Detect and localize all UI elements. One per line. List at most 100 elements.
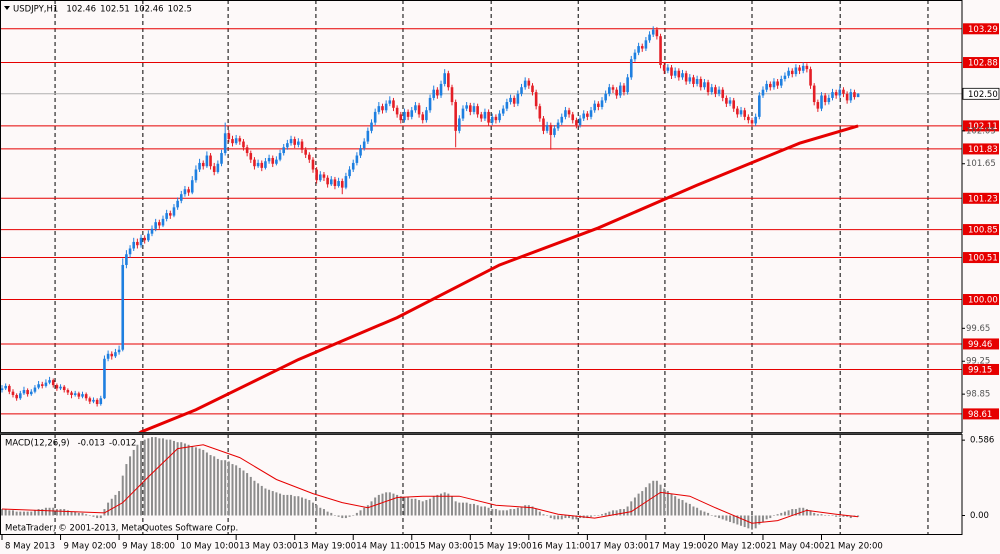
macd-bar [107,502,110,516]
candle-body [655,29,659,37]
candle-body [414,105,417,111]
candle-body [421,114,425,121]
macd-bar [743,515,746,528]
macd-bar [696,507,699,516]
x-tick-label: 10 May 10:00 [181,542,239,552]
macd-bar [238,467,241,516]
candle-body [468,105,472,112]
macd-bar [172,440,175,516]
macd-bar [88,515,91,516]
indicator-line [1,444,859,524]
macd-bar [546,515,549,516]
macd-bar [183,443,186,516]
candle-body [842,89,845,94]
macd-bar [707,512,710,516]
macd-bar [520,506,523,516]
macd-bar [161,438,164,516]
candle-body [256,162,260,167]
candle-body [564,110,567,117]
candle-body [684,73,688,82]
candle-body [37,384,40,388]
macd-bar [710,515,713,516]
menu-arrow[interactable] [4,6,10,10]
axis-layer: 103.29 102.88 102.11 101.83 101.23 100.85 100.… [1,23,1000,552]
candle-body [812,85,816,103]
macd-bar [714,515,717,517]
macd-bar [553,515,556,520]
candle-body [242,141,245,148]
candle-body [59,386,62,389]
macd-bar [180,442,183,516]
macd-bar [213,456,216,516]
candle-body [626,77,629,93]
candle-body [450,87,454,103]
macd-bar [77,512,80,516]
candle-body [439,83,443,96]
macd-bar [396,494,399,516]
macd-bar [55,509,58,516]
candle-body [234,138,238,144]
macd-bar [216,458,219,516]
header-value: 102.46 [134,5,164,15]
level-label-box [963,338,999,350]
macd-bar [751,515,754,530]
candle-body [370,122,373,131]
candle-body [117,349,121,353]
candle-body [447,73,450,88]
candle-body [282,147,286,154]
macd-bar [326,511,329,516]
macd-bar [403,497,406,516]
macd-bar [549,515,552,519]
macd-bar [542,514,545,516]
macd-bar [436,494,439,516]
macd-bar [176,442,179,516]
candle-body [567,110,571,115]
x-tick-label: 13 May 03:00 [239,542,297,552]
candle-body [531,85,534,93]
candle-body [476,106,479,115]
macd-bar [451,496,454,516]
symbol-title: USDJPY,H1 [13,5,58,15]
macd-bar [776,514,779,516]
candle-body [589,110,593,117]
footer: MetaTrader, © 2001-2013, MetaQuotes Soft… [5,524,238,534]
level-label: 100.85 [968,226,998,236]
macd-bar [377,494,380,516]
macd-bar [458,502,461,516]
level-label: 98.61 [968,410,992,420]
x-tick-label: 9 May 02:00 [64,542,117,552]
macd-bar [754,515,757,529]
macd-bar [615,510,618,516]
level-label-box [963,192,999,204]
macd-bar [622,509,625,516]
macd-bar [652,480,655,516]
candle-body [853,92,856,98]
candle-body [344,176,348,188]
candle-body [271,157,275,164]
candle-body [527,80,531,86]
y-tick-label: 101.65 [966,159,996,169]
candle-body [319,174,322,181]
macd-bar [831,515,834,516]
candle-body [688,77,692,82]
macd-bar [169,439,172,516]
macd-bar [66,510,69,516]
last-price-label: 102.50 [968,90,998,100]
candle-body [289,139,293,144]
candle-body [410,110,414,117]
indicator-line [138,124,859,432]
macd-bar [209,455,212,516]
macd-bar [688,503,691,516]
candle-body [732,100,736,109]
candle-body [139,237,143,246]
candle-body [673,70,677,76]
macd-bar [52,507,55,516]
candle-body [608,87,611,94]
level-label-box [963,120,999,132]
macd-bar [158,438,161,516]
grid-layer [0,0,962,534]
candle-body [381,106,384,111]
macd-bar [308,500,311,516]
macd-bar [590,515,593,517]
macd-bar [246,473,249,516]
